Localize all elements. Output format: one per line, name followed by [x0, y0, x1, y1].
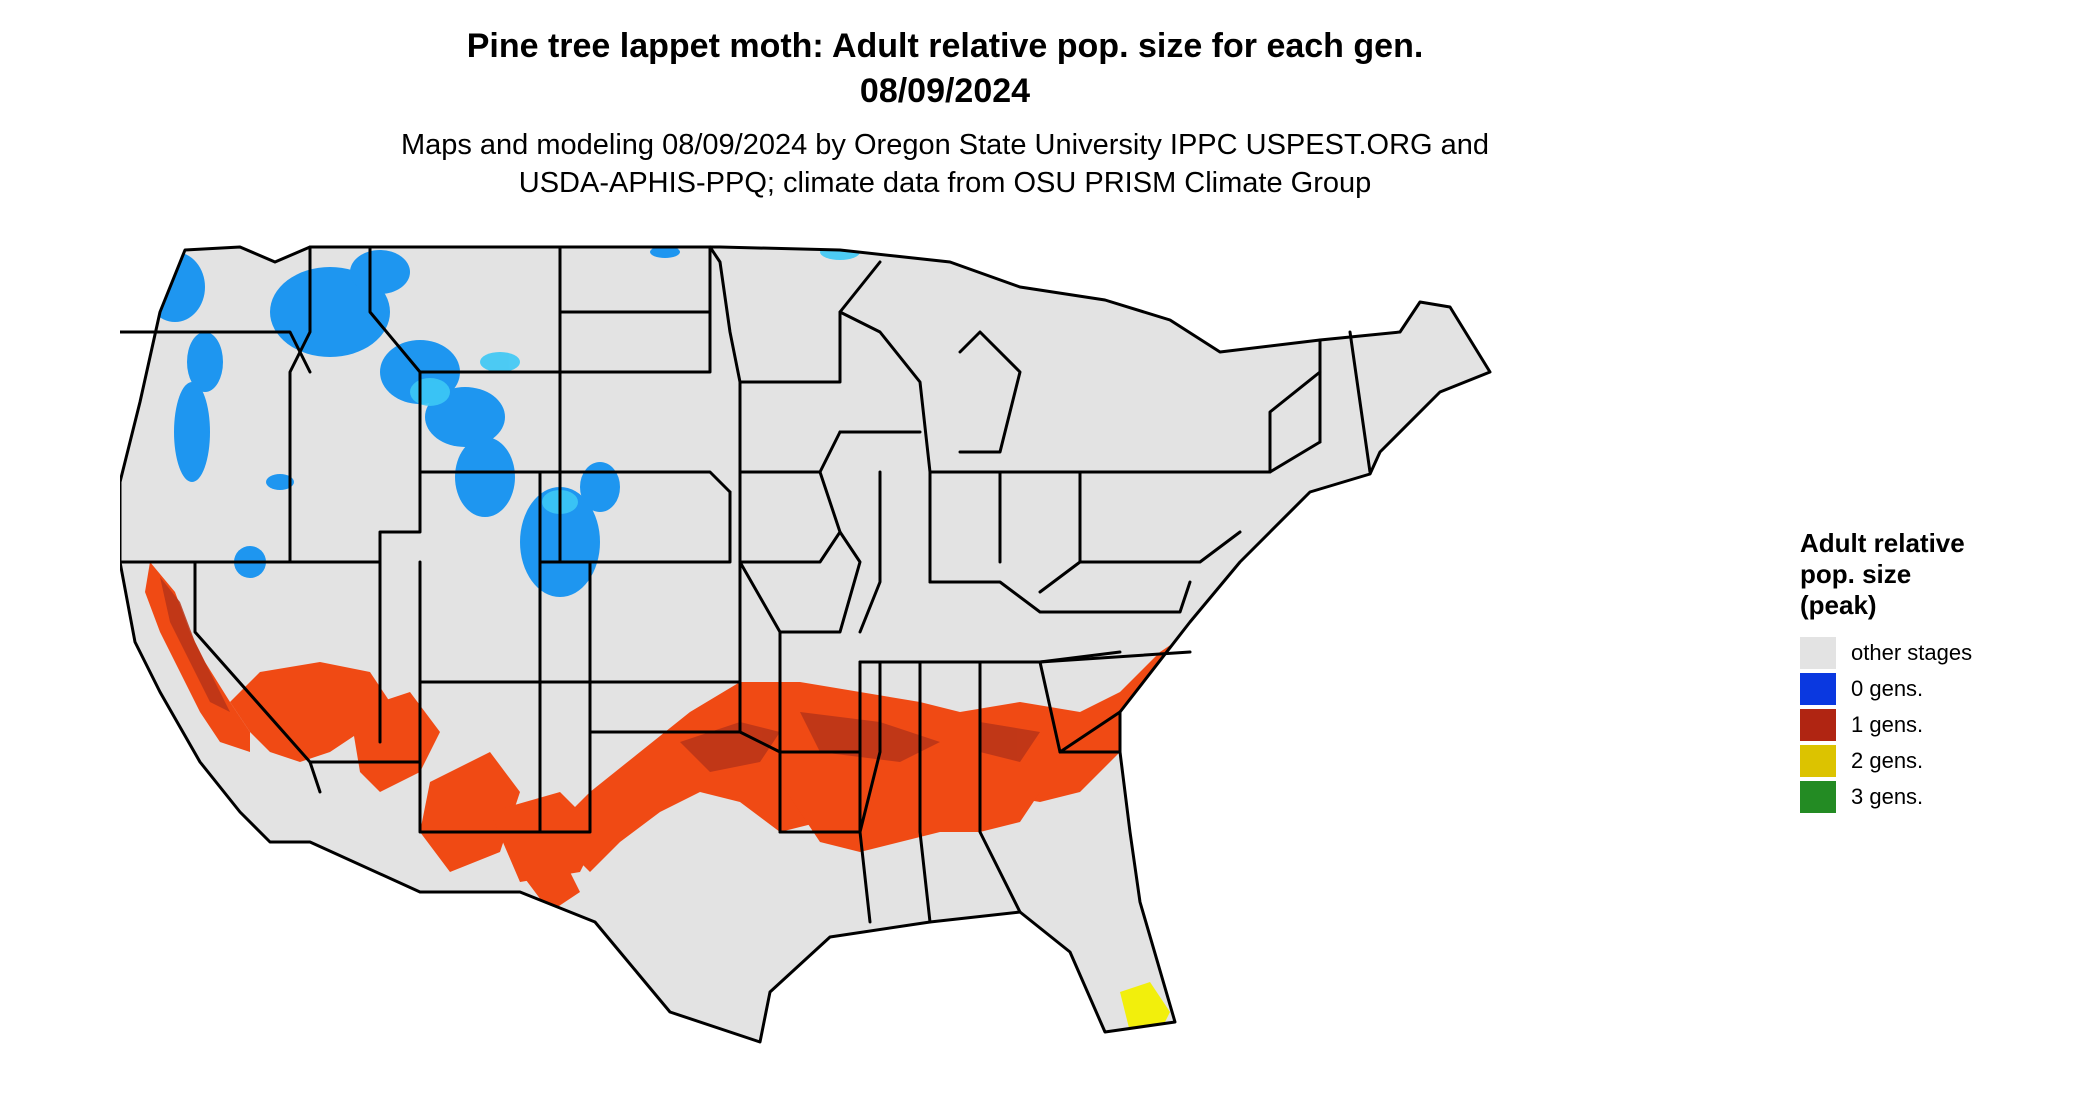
state-border-lines	[120, 245, 1492, 1044]
us-generation-map	[120, 245, 1492, 1044]
legend-title: Adult relative pop. size (peak)	[1800, 528, 2080, 621]
legend-swatch-other-stages	[1800, 637, 1836, 669]
legend-title-line-1: Adult relative	[1800, 528, 1965, 558]
map-title-date: 08/09/2024	[859, 72, 1031, 110]
contiguous-us-landmass	[120, 247, 1490, 1042]
legend-item-2-gens: 2 gens.	[1800, 743, 2080, 779]
legend-items: other stages 0 gens. 1 gens. 2 gens. 3 g…	[1800, 635, 2080, 815]
legend: Adult relative pop. size (peak) other st…	[1800, 528, 2080, 815]
legend-title-line-3: (peak)	[1800, 590, 1877, 620]
legend-swatch-1-gens	[1800, 709, 1836, 741]
legend-item-3-gens: 3 gens.	[1800, 779, 2080, 815]
legend-item-1-gens: 1 gens.	[1800, 707, 2080, 743]
legend-label-other-stages: other stages	[1851, 640, 1973, 665]
legend-swatch-0-gens	[1800, 673, 1836, 705]
map-title-line-1: Pine tree lappet moth: Adult relative po…	[466, 27, 1424, 65]
legend-label-3-gens: 3 gens.	[1851, 784, 1924, 809]
legend-title-line-2: pop. size	[1800, 559, 1912, 589]
map-subtitle-line-1: Maps and modeling 08/09/2024 by Oregon S…	[400, 129, 1490, 161]
legend-item-0-gens: 0 gens.	[1800, 671, 2080, 707]
legend-label-2-gens: 2 gens.	[1851, 748, 1924, 773]
legend-swatch-3-gens	[1800, 781, 1836, 813]
legend-item-other-stages: other stages	[1800, 635, 2080, 671]
legend-label-0-gens: 0 gens.	[1851, 676, 1924, 701]
legend-label-1-gens: 1 gens.	[1851, 712, 1924, 737]
legend-swatch-2-gens	[1800, 745, 1836, 777]
map-subtitle-line-2: USDA-APHIS-PPQ; climate data from OSU PR…	[518, 167, 1372, 199]
one-generation-dark-zone	[160, 577, 1040, 772]
